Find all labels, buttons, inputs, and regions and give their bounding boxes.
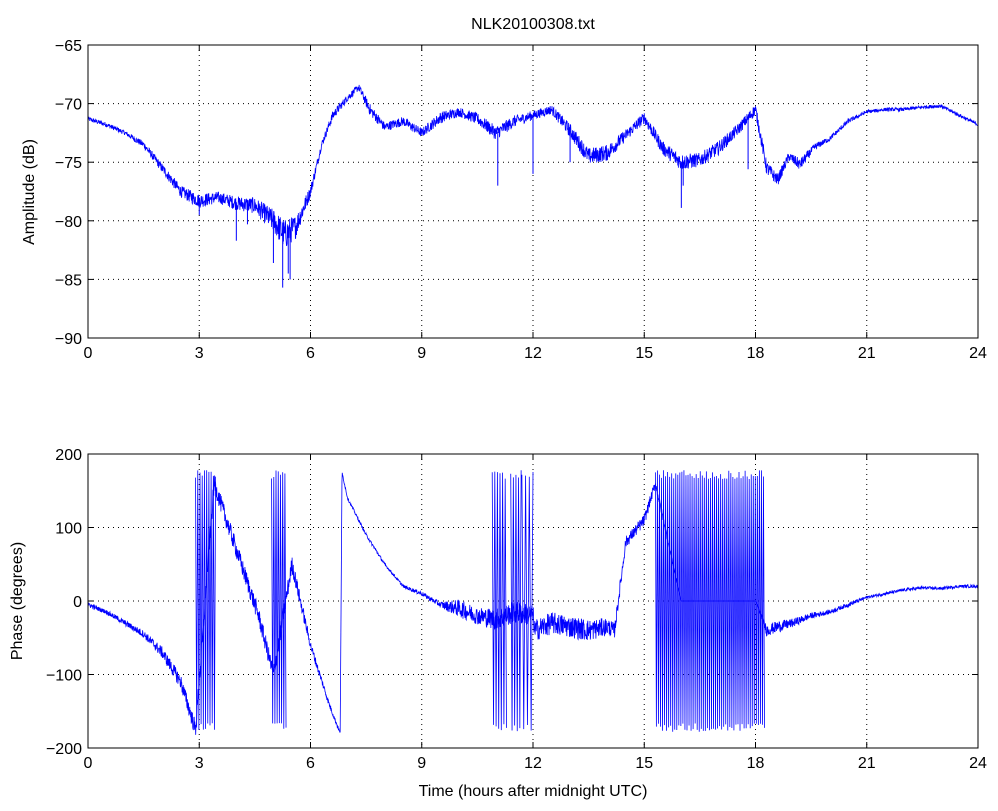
amplitude-axes: 0 3 6 9 12 15 18 21 24 −90 −85 −80 −75 −70 −65: [55, 38, 987, 362]
phase-xtick-label: 21: [858, 755, 876, 772]
amplitude-xtick-label: 21: [858, 345, 876, 362]
phase-xtick-label: 9: [417, 755, 426, 772]
phase-ytick-label: 200: [55, 447, 82, 464]
phase-xlabel: Time (hours after midnight UTC): [419, 783, 648, 800]
phase-ytick-label: −200: [46, 741, 82, 758]
phase-ytick-label: 100: [55, 521, 82, 538]
phase-series-line: [88, 472, 978, 735]
phase-xtick-label: 6: [306, 755, 315, 772]
phase-xtick-label: 18: [747, 755, 765, 772]
amplitude-ytick-label: −75: [55, 155, 82, 172]
phase-xtick-label: 24: [969, 755, 987, 772]
amplitude-xtick-label: 15: [635, 345, 653, 362]
phase-xtick-label: 3: [195, 755, 204, 772]
amplitude-ylabel: Amplitude (dB): [21, 139, 38, 245]
phase-ylabel: Phase (degrees): [9, 542, 26, 660]
amplitude-xtick-label: 9: [417, 345, 426, 362]
phase-xtick-label: 12: [524, 755, 542, 772]
amplitude-plot-area: [88, 84, 978, 288]
phase-wrap-band: [491, 471, 507, 731]
amplitude-xtick-label: 3: [195, 345, 204, 362]
amplitude-xtick-label: 24: [969, 345, 987, 362]
amplitude-ytick-label: −90: [55, 331, 82, 348]
phase-xtick-label: 0: [84, 755, 93, 772]
phase-ytick-label: −100: [46, 668, 82, 685]
phase-wrap-band: [195, 470, 216, 730]
amplitude-ytick-label: −65: [55, 38, 82, 55]
amplitude-xtick-label: 0: [84, 345, 93, 362]
amplitude-ytick-label: −70: [55, 97, 82, 114]
phase-wrap-band: [510, 470, 522, 732]
phase-wrap-band: [654, 470, 765, 732]
phase-xtick-label: 15: [635, 755, 653, 772]
phase-ytick-label: 0: [73, 594, 82, 611]
phase-wrap-band: [271, 470, 287, 729]
amplitude-ytick-label: −80: [55, 214, 82, 231]
phase-axes: 0 3 6 9 12 15 18 21 24 −200 −100 0 100 200: [46, 447, 987, 772]
phase-plot-area: [88, 470, 978, 735]
phase-wrap-band: [521, 471, 534, 731]
figure-title: NLK20100308.txt: [471, 16, 595, 33]
amplitude-xtick-label: 6: [306, 345, 315, 362]
amplitude-xtick-label: 12: [524, 345, 542, 362]
amplitude-xtick-label: 18: [747, 345, 765, 362]
amplitude-ytick-label: −85: [55, 272, 82, 289]
